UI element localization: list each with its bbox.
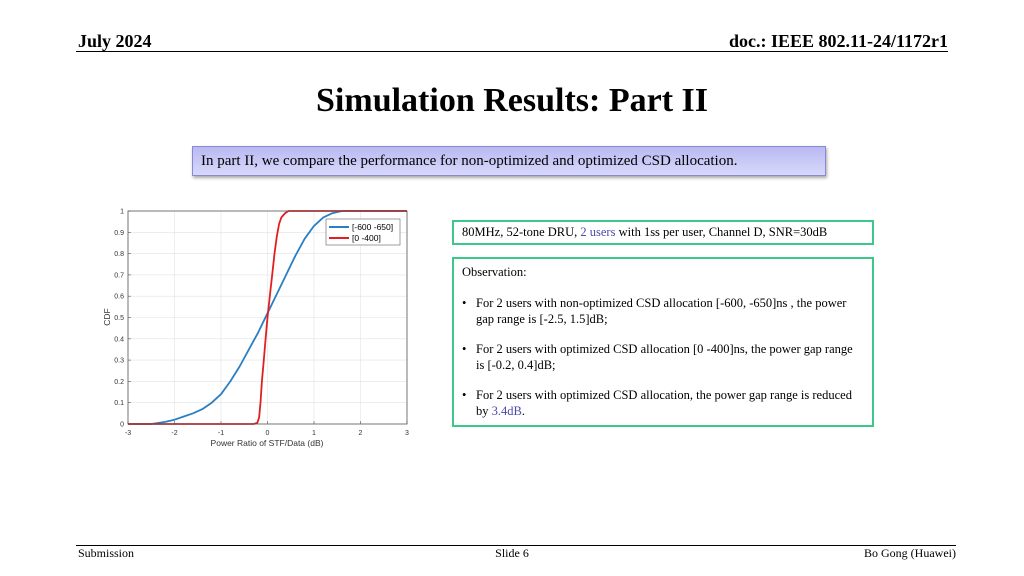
config-suffix: with 1ss per user, Channel D, SNR=30dB: [615, 225, 828, 239]
config-prefix: 80MHz, 52-tone DRU,: [462, 225, 581, 239]
observation-item-2: For 2 users with optimized CSD allocatio…: [462, 341, 864, 373]
x-tick-label: 2: [359, 430, 363, 437]
chart-legend: [-600 -650] [0 -400]: [325, 218, 401, 246]
y-tick-label: 0.1: [114, 400, 124, 407]
x-tick-label: 1: [312, 430, 316, 437]
observation-item-3: For 2 users with optimized CSD allocatio…: [462, 387, 864, 419]
y-tick-label: 1: [120, 209, 124, 216]
series-line-1: [128, 210, 407, 425]
cdf-chart: -3 -2 -1 0 1 2 300.10.20.30.40.50.60.70.80.91 …: [102, 209, 409, 449]
footer-submission: Submission: [78, 546, 135, 560]
observation-item-3-text: For 2 users with optimized CSD allocatio…: [476, 388, 852, 418]
series-line-2: [128, 210, 407, 425]
observation-item-1: For 2 users with non-optimized CSD alloc…: [462, 295, 864, 327]
legend-label-series-1: [-600 -650]: [352, 222, 393, 232]
y-tick-label: 0.6: [114, 294, 124, 301]
config-box: 80MHz, 52-tone DRU, 2 users with 1ss per…: [452, 220, 874, 245]
y-tick-label: 0.8: [114, 251, 124, 258]
y-tick-label: 0: [120, 422, 124, 429]
header-doc-id: doc.: IEEE 802.11-24/1172r1: [728, 31, 948, 51]
x-axis-label: Power Ratio of STF/Data (dB): [211, 438, 324, 448]
y-tick-label: 0.4: [114, 336, 124, 343]
y-tick-label: 0.3: [114, 358, 124, 365]
legend-label-series-2: [0 -400]: [352, 233, 381, 243]
intro-banner: In part II, we compare the performance f…: [192, 146, 826, 176]
y-tick-label: 0.7: [114, 272, 124, 279]
footer-divider: [76, 545, 956, 546]
observation-box: Observation: For 2 users with non-optimi…: [452, 257, 874, 427]
y-tick-label: 0.2: [114, 379, 124, 386]
observation-list: For 2 users with non-optimized CSD alloc…: [462, 295, 864, 419]
header-date: July 2024: [78, 31, 152, 51]
x-tick-label: -2: [171, 430, 177, 437]
header-divider: [76, 51, 948, 52]
x-tick-label: 0: [266, 430, 270, 437]
footer-author: Bo Gong (Huawei): [864, 546, 956, 560]
observation-label: Observation:: [462, 265, 527, 279]
tick-labels: -3 -2 -1 0 1 2 3 0 0.1 0.2 0.3 0.4 0.5 0.6 0.7 0.8 0.9 1: [114, 209, 409, 438]
observation-item-3-end: .: [521, 404, 525, 418]
config-users-highlight: 2 users: [580, 225, 616, 239]
x-tick-label: 3: [405, 430, 409, 437]
y-tick-label: 0.9: [114, 230, 124, 237]
y-axis-label: CDF: [102, 308, 112, 325]
series-lines: [128, 210, 407, 425]
x-tick-label: -3: [125, 430, 131, 437]
footer-slide-number: Slide 6: [495, 546, 529, 560]
observation-item-3-highlight: 3.4dB: [491, 404, 522, 418]
x-tick-label: -1: [218, 430, 224, 437]
legend-box: [325, 218, 401, 246]
y-tick-label: 0.5: [114, 315, 124, 322]
slide-title: Simulation Results: Part II: [316, 82, 708, 119]
